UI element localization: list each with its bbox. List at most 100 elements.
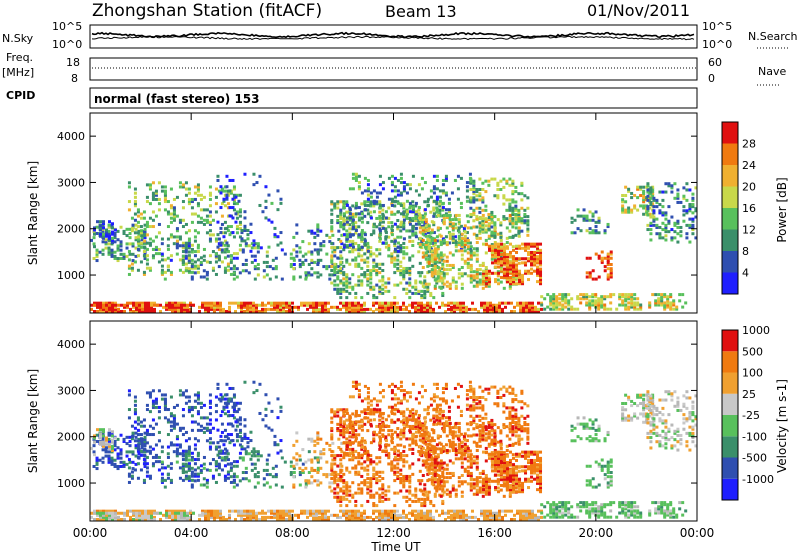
power-cell [148, 237, 152, 241]
velocity-cell [489, 517, 492, 521]
power-cell [475, 194, 479, 198]
power-cell [527, 271, 531, 275]
power-cell [418, 218, 422, 222]
power-cell [442, 282, 446, 286]
power-cell [511, 190, 515, 194]
power-cell [369, 307, 372, 311]
power-cell [104, 246, 108, 250]
velocity-cell [357, 517, 360, 521]
velocity-cell [184, 474, 188, 478]
velocity-cell [222, 517, 225, 521]
power-cell [591, 299, 595, 303]
power-cell [105, 309, 108, 313]
velocity-cell [456, 511, 459, 515]
power-cell [414, 216, 418, 220]
velocity-cell [229, 462, 233, 466]
power-cell [101, 252, 105, 256]
power-cell [636, 301, 640, 305]
power-cell [520, 198, 524, 202]
power-cell [652, 219, 656, 223]
power-cell [184, 243, 188, 247]
power-cell [524, 244, 528, 248]
velocity-cell [246, 517, 249, 521]
power-cell [564, 295, 568, 299]
power-cell [676, 196, 680, 200]
power-cell [669, 305, 673, 309]
power-cell [478, 280, 482, 284]
velocity-cell [228, 513, 231, 517]
velocity-cell [136, 476, 140, 480]
power-cell [220, 222, 224, 226]
velocity-cell [168, 513, 171, 517]
velocity-cell [181, 426, 185, 430]
power-cell [262, 269, 266, 273]
power-cell [378, 266, 382, 270]
power-cell [609, 271, 613, 275]
power-cell [366, 264, 370, 268]
power-cell [432, 309, 435, 313]
power-cell [199, 220, 203, 224]
velocity-cell [187, 450, 191, 454]
power-cell [226, 262, 230, 266]
velocity-cell [420, 515, 423, 519]
power-cell [456, 228, 460, 232]
velocity-cell [145, 391, 149, 395]
velocity-cell [232, 395, 236, 399]
power-cell [649, 203, 653, 207]
velocity-cell [220, 397, 224, 401]
power-cell [348, 291, 352, 295]
power-cell [157, 197, 161, 201]
power-cell [483, 309, 486, 313]
power-cell [393, 301, 396, 305]
power-cell [506, 246, 510, 250]
power-cell [497, 246, 501, 250]
power-cell [500, 248, 504, 252]
power-cell [508, 208, 512, 212]
power-cell [576, 307, 580, 311]
power-cell [684, 301, 688, 305]
power-cell [133, 202, 137, 206]
velocity-cell [175, 449, 179, 453]
power-cell [460, 243, 464, 247]
velocity-cell [316, 456, 320, 460]
power-cell [357, 264, 361, 268]
power-cell [210, 305, 213, 309]
power-cell [187, 197, 191, 201]
power-cell [655, 223, 659, 227]
velocity-cell [178, 476, 182, 480]
power-cell [402, 202, 406, 206]
power-cell [363, 176, 367, 180]
power-cell [208, 185, 212, 189]
power-cell [151, 197, 155, 201]
velocity-cell [169, 478, 173, 482]
power-cell [190, 200, 194, 204]
velocity-cell [276, 515, 279, 519]
power-cell [201, 305, 204, 309]
velocity-cell [122, 464, 126, 468]
power-cell [378, 307, 381, 311]
velocity-cell [123, 513, 126, 517]
power-cell [136, 208, 140, 212]
power-cell [223, 220, 227, 224]
power-cell [375, 273, 379, 277]
power-cell [196, 214, 200, 218]
velocity-cell [444, 511, 447, 515]
power-cell [478, 282, 482, 286]
power-cell [463, 243, 467, 247]
power-cell [478, 272, 482, 276]
power-cell [658, 190, 662, 194]
velocity-cell [238, 422, 242, 426]
velocity-cell [345, 515, 348, 519]
velocity-cell [540, 515, 543, 519]
power-cell [445, 280, 449, 284]
power-cell [369, 252, 373, 256]
power-cell [105, 303, 108, 307]
velocity-cell [238, 435, 242, 439]
power-cell [417, 222, 421, 226]
velocity-cell [136, 455, 140, 459]
nave-label: Nave [758, 65, 786, 78]
velocity-cell [193, 474, 197, 478]
power-cell [181, 254, 185, 258]
power-cell [451, 224, 455, 228]
